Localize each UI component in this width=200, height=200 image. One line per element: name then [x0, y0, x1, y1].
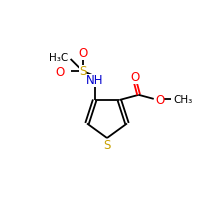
- Text: O: O: [78, 47, 87, 60]
- Text: S: S: [79, 65, 86, 78]
- Text: CH₃: CH₃: [174, 95, 193, 105]
- Text: O: O: [56, 66, 65, 79]
- Text: NH: NH: [86, 74, 103, 87]
- Text: O: O: [130, 71, 139, 84]
- Text: O: O: [155, 94, 164, 107]
- Text: H₃C: H₃C: [49, 53, 69, 63]
- Text: S: S: [103, 139, 111, 152]
